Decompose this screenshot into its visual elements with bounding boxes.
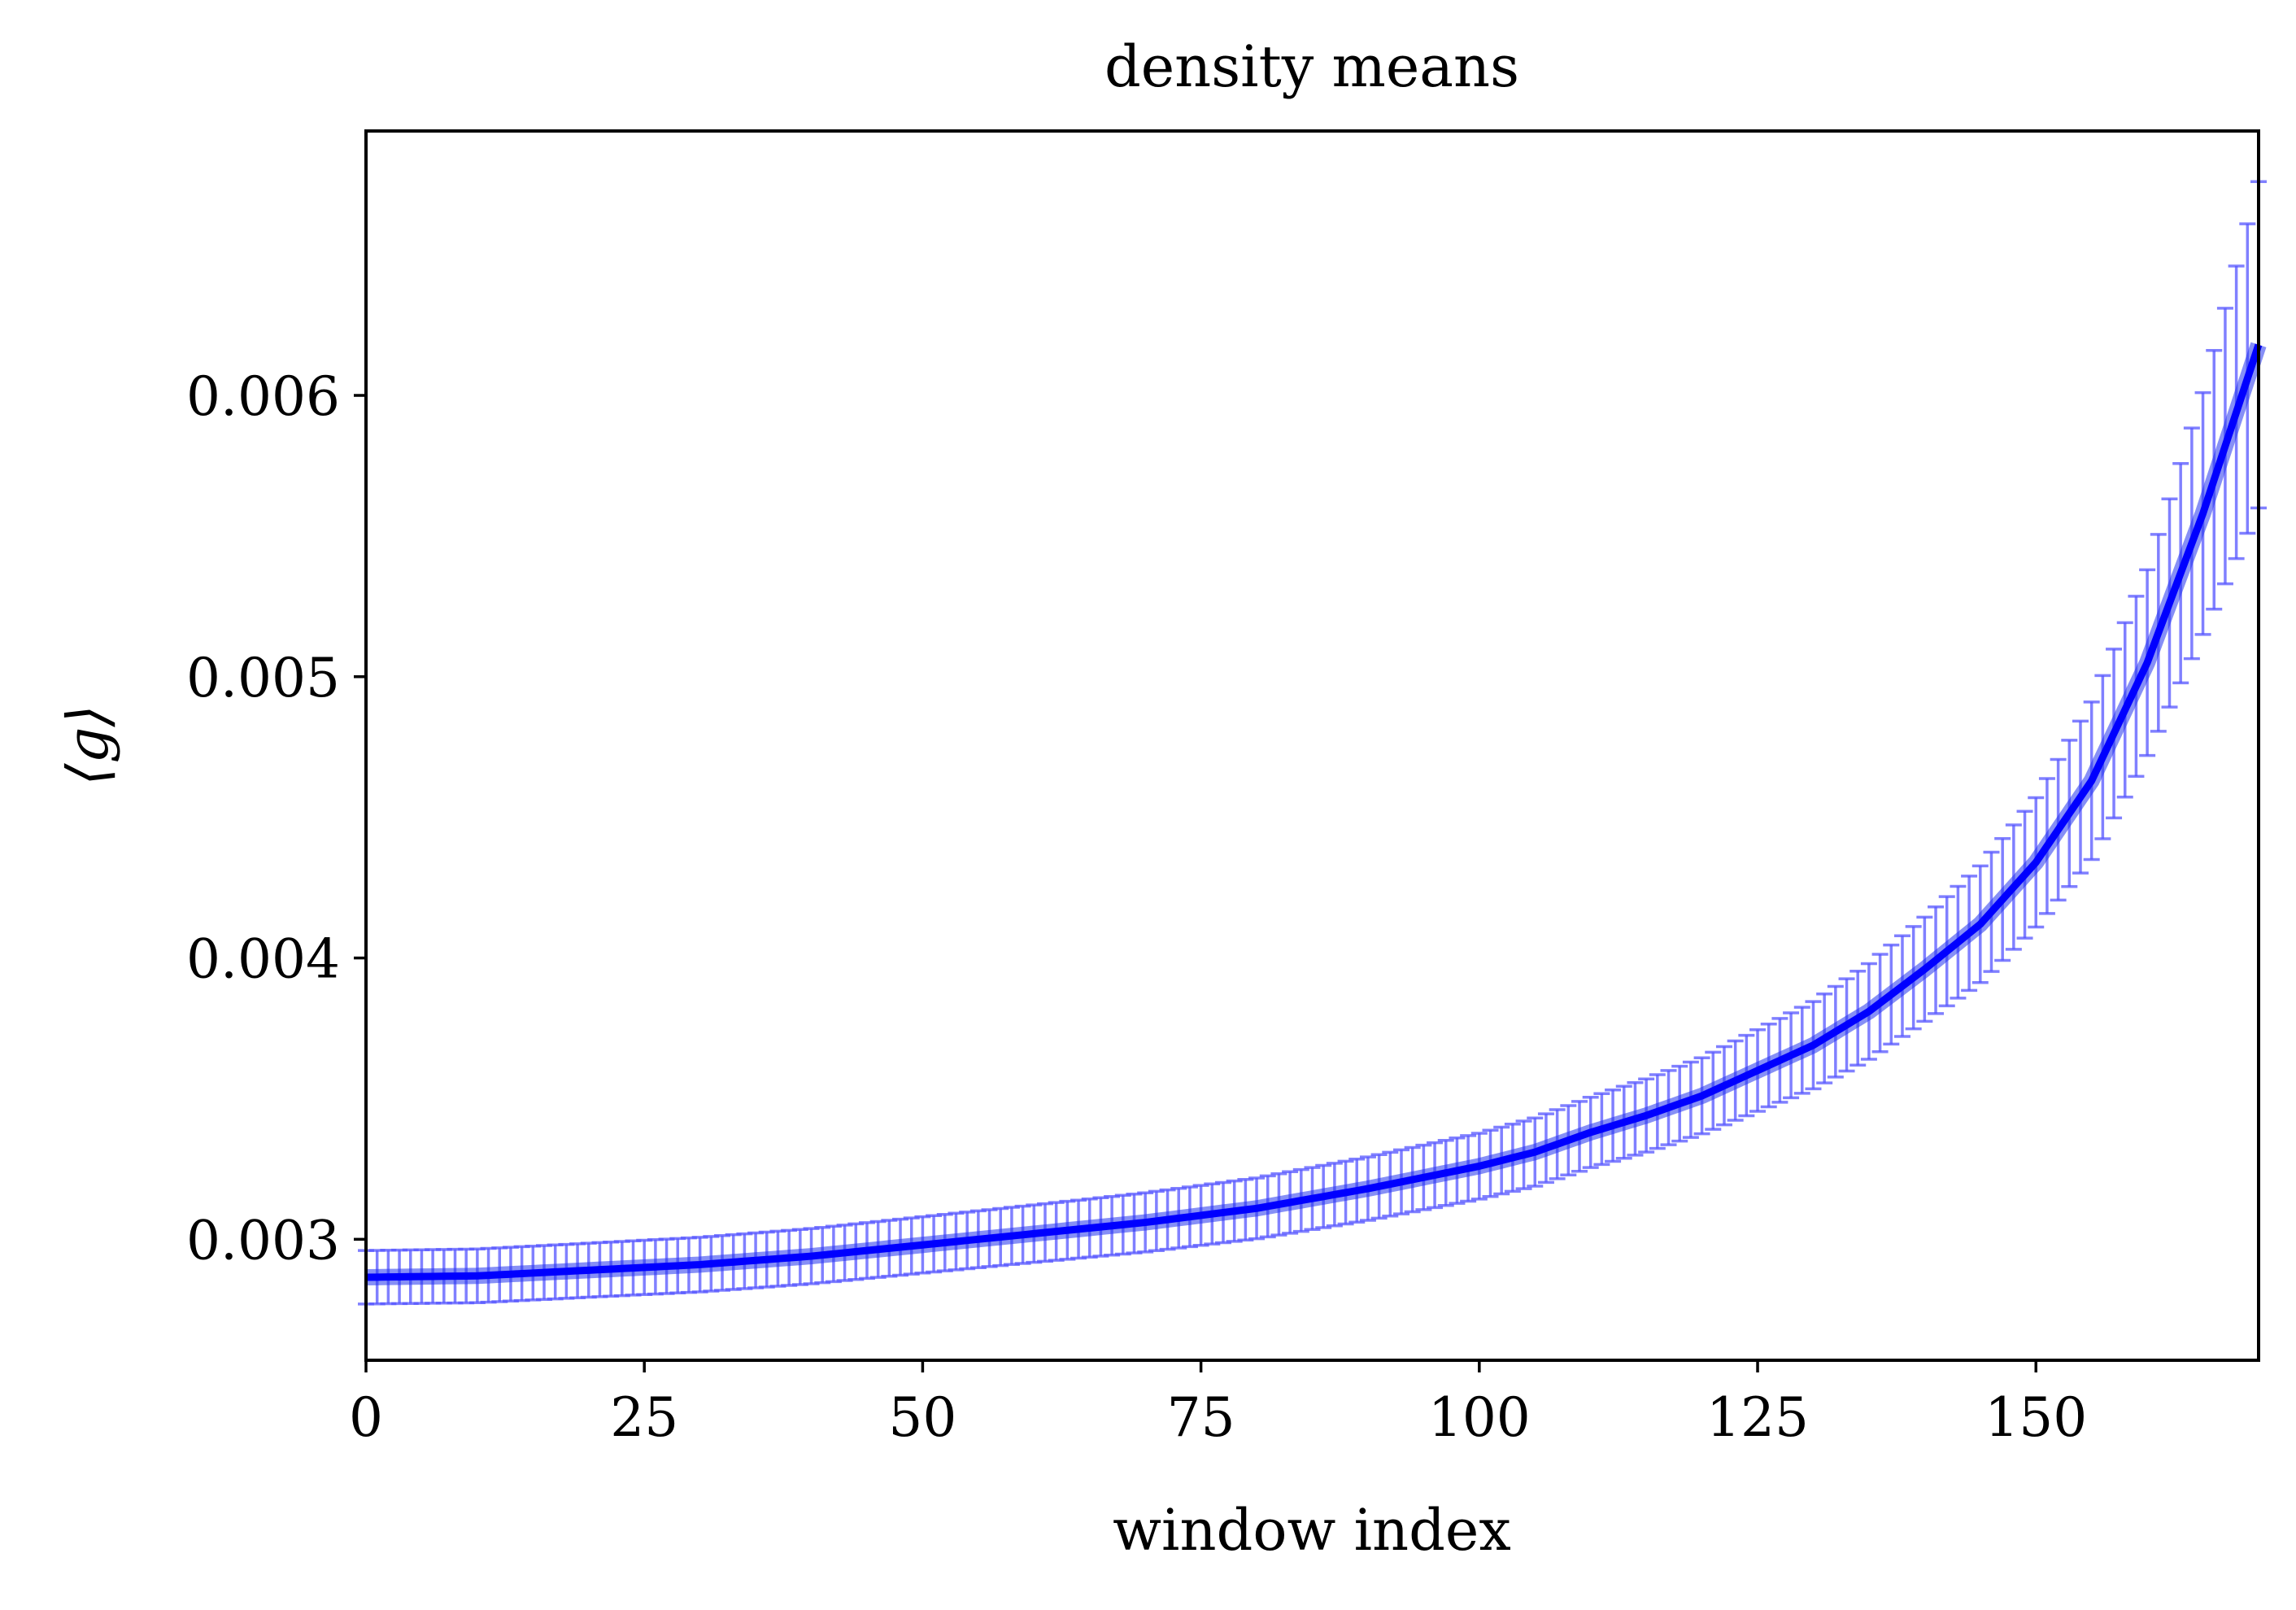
x-tick-label: 50 — [888, 1386, 956, 1449]
y-tick-label: 0.005 — [186, 647, 340, 709]
x-axis-label: window index — [1113, 1497, 1511, 1564]
series-line-group — [365, 342, 2267, 1285]
x-tick-label: 100 — [1428, 1386, 1531, 1449]
x-tick-label: 75 — [1167, 1386, 1235, 1449]
x-tick-label: 25 — [610, 1386, 678, 1449]
y-tick-label: 0.006 — [186, 365, 340, 428]
x-tick-label: 0 — [349, 1386, 383, 1449]
y-tick-label: 0.004 — [186, 928, 340, 991]
y-axis-ticks: 0.003 0.004 0.005 0.006 — [186, 365, 366, 1272]
x-tick-label: 125 — [1706, 1386, 1809, 1449]
x-tick-label: 150 — [1984, 1386, 2087, 1449]
y-tick-label: 0.003 — [186, 1209, 340, 1272]
plot-frame — [364, 129, 2260, 1362]
y-axis-label: ⟨g⟩ — [54, 705, 121, 785]
x-axis-ticks: 0 25 50 75 100 125 150 — [349, 1360, 2087, 1449]
chart-title: density means — [1104, 33, 1519, 100]
series-line — [365, 343, 2263, 1281]
